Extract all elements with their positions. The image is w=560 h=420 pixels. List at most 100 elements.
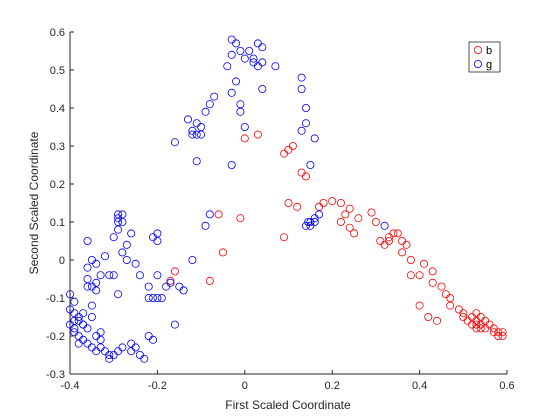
data-point-b [293,202,302,211]
data-point-g [197,130,206,139]
data-point-b [170,267,179,276]
data-point-b [350,229,359,238]
data-point-g [227,160,236,169]
data-point-g [249,54,258,63]
data-point-g [223,62,232,71]
data-point-g [105,350,114,359]
data-point-g [192,130,201,139]
data-point-b [398,248,407,257]
series-b [166,130,507,340]
data-point-g [79,309,88,318]
data-point-g [197,123,206,132]
data-point-g [127,229,136,238]
plot-area [70,32,507,374]
x-axis-label: First Scaled Coordinate [225,398,351,412]
legend-marker-b [473,46,482,55]
y-tick-label: -0.1 [46,293,65,305]
data-point-g [188,255,197,264]
legend-marker-g [473,60,482,69]
data-point-g [188,130,197,139]
data-point-g [306,160,315,169]
data-point-g [310,134,319,143]
y-tick-label: 0.4 [50,103,65,115]
x-tick-label: 0.2 [325,380,340,392]
data-point-g [127,347,136,356]
data-point-g [83,274,92,283]
x-tick-label: -0.4 [61,380,80,392]
data-point-b [437,282,446,291]
data-point-g [201,107,210,116]
y-tick-label: 0.1 [50,217,65,229]
data-point-b [319,198,328,207]
data-point-g [118,248,127,257]
data-point-g [170,138,179,147]
data-point-g [92,278,101,287]
data-point-g [114,214,123,223]
data-point-g [92,286,101,295]
y-tick-label: 0.3 [50,141,65,153]
data-point-b [236,214,245,223]
data-point-g [245,47,254,56]
data-point-g [179,286,188,295]
data-point-g [87,301,96,310]
x-tick-label: 0 [242,380,248,392]
data-point-b [459,309,468,318]
data-point-g [122,255,131,264]
data-point-b [240,134,249,143]
data-point-g [166,278,175,287]
data-point-g [232,77,241,86]
axes-layer [69,32,507,375]
data-point-b [406,255,415,264]
data-point-g [227,88,236,97]
y-tick-label: 0.5 [50,65,65,77]
data-point-g [170,320,179,329]
data-point-b [389,229,398,238]
data-point-g [114,210,123,219]
data-point-g [297,85,306,94]
data-point-g [192,157,201,166]
data-point-g [258,43,267,52]
data-point-g [310,217,319,226]
data-point-g [96,271,105,280]
data-point-b [419,259,428,268]
y-tick-label: 0 [59,255,65,267]
data-point-b [336,198,345,207]
data-point-g [297,126,306,135]
data-point-g [105,271,114,280]
data-point-b [415,271,424,280]
data-point-g [114,290,123,299]
y-tick-label: -0.2 [46,331,65,343]
data-point-b [428,267,437,276]
y-tick-label: 0.2 [50,179,65,191]
data-point-b [476,324,485,333]
y-tick-label: 0.6 [50,27,65,39]
data-point-g [258,85,267,94]
data-point-g [240,123,249,132]
data-point-b [354,214,363,223]
legend-label-b: b [486,45,492,57]
data-point-b [415,301,424,310]
data-point-b [446,293,455,302]
data-point-b [393,229,402,238]
y-tick-label: -0.3 [46,369,65,381]
data-point-g [210,92,219,101]
data-point-b [284,198,293,207]
data-point-g [144,293,153,302]
data-point-g [144,282,153,291]
data-point-g [114,217,123,226]
data-point-g [227,50,236,59]
data-point-g [92,347,101,356]
data-point-b [406,271,415,280]
data-point-g [109,271,118,280]
data-point-b [253,130,262,139]
data-point-g [205,100,214,109]
data-point-b [341,210,350,219]
data-point-g [127,339,136,348]
data-point-g [109,233,118,242]
data-point-b [280,233,289,242]
x-ticks: -0.4 -0.2 0 0.2 0.4 0.6 [61,370,515,392]
data-point-g [301,104,310,113]
data-point-b [371,217,380,226]
data-point-g [135,271,144,280]
data-point-g [144,331,153,340]
